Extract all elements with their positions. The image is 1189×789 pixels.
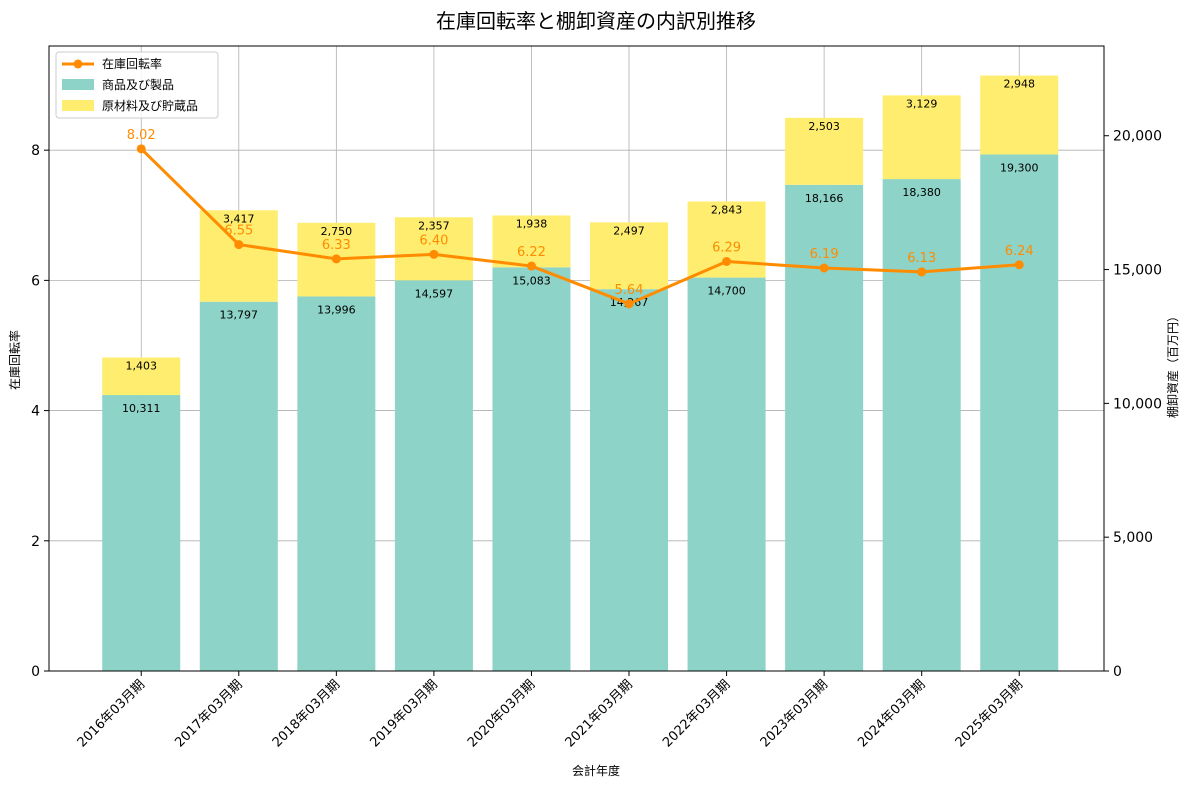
x-tick-label: 2019年03月期 bbox=[367, 677, 440, 750]
turnover-label: 6.29 bbox=[712, 240, 741, 255]
bar-materials bbox=[102, 357, 181, 396]
y-axis-right-label: 棚卸資産（百万円） bbox=[1165, 310, 1180, 418]
bar-label-materials: 2,503 bbox=[808, 120, 840, 133]
turnover-point bbox=[624, 299, 634, 309]
bar-products bbox=[102, 395, 181, 671]
turnover-point bbox=[234, 240, 244, 250]
bar-label-materials: 1,938 bbox=[516, 217, 548, 230]
turnover-label: 8.02 bbox=[127, 128, 156, 143]
turnover-point bbox=[722, 256, 732, 266]
bar-label-products: 14,597 bbox=[415, 287, 454, 300]
turnover-label: 6.13 bbox=[907, 251, 936, 266]
bar-label-products: 14,700 bbox=[707, 285, 746, 298]
y-tick-right-label: 10,000 bbox=[1113, 396, 1162, 412]
bar-products bbox=[687, 277, 766, 671]
turnover-point bbox=[1014, 260, 1024, 270]
bar-label-materials: 2,843 bbox=[711, 203, 743, 216]
turnover-label: 6.19 bbox=[810, 247, 839, 262]
bar-label-products: 13,797 bbox=[220, 309, 259, 322]
bar-products bbox=[882, 179, 961, 671]
x-tick-label: 2017年03月期 bbox=[172, 677, 245, 750]
legend-swatch-products bbox=[62, 79, 94, 90]
bar-products bbox=[297, 296, 376, 671]
bar-materials bbox=[199, 210, 278, 302]
x-tick-label: 2021年03月期 bbox=[563, 677, 636, 750]
legend-item-products: 商品及び製品 bbox=[102, 77, 174, 92]
x-tick-label: 2018年03月期 bbox=[270, 677, 343, 750]
bar-label-materials: 1,403 bbox=[125, 359, 157, 372]
turnover-point bbox=[526, 261, 536, 271]
bar-label-materials: 2,497 bbox=[613, 224, 645, 237]
turnover-point bbox=[331, 254, 341, 264]
y-tick-right-label: 15,000 bbox=[1113, 263, 1162, 279]
legend-line-marker bbox=[73, 59, 83, 69]
turnover-label: 6.33 bbox=[322, 238, 351, 253]
bar-label-materials: 2,357 bbox=[418, 219, 450, 232]
y-tick-left-label: 2 bbox=[31, 534, 40, 550]
x-axis-label: 会計年度 bbox=[572, 763, 620, 778]
bar-materials bbox=[590, 222, 669, 290]
bar-products bbox=[492, 267, 571, 671]
bar-materials bbox=[492, 215, 571, 268]
bar-label-materials: 3,129 bbox=[906, 97, 938, 110]
turnover-point bbox=[136, 144, 146, 154]
turnover-label: 6.22 bbox=[517, 245, 546, 260]
turnover-line: 8.02 6.55 6.33 6.40 6.22 5.64 6.29 6.19 6.13 6.24 bbox=[127, 128, 1034, 309]
bar-materials bbox=[785, 117, 864, 185]
legend-swatch-materials bbox=[62, 100, 94, 111]
bar-label-products: 13,996 bbox=[317, 303, 356, 316]
y-axis-left-label: 在庫回転率 bbox=[7, 330, 22, 390]
chart-title: 在庫回転率と棚卸資産の内訳別推移 bbox=[436, 9, 756, 33]
bar-label-products: 10,311 bbox=[122, 402, 161, 415]
turnover-point bbox=[819, 263, 829, 273]
x-tick-label: 2025年03月期 bbox=[953, 677, 1026, 750]
turnover-label: 6.55 bbox=[224, 224, 253, 239]
y-tick-left-label: 6 bbox=[31, 273, 40, 289]
x-tick-label: 2024年03月期 bbox=[855, 677, 928, 750]
x-tick-label: 2016年03月期 bbox=[75, 677, 148, 750]
y-tick-right-label: 0 bbox=[1113, 664, 1122, 680]
y-axis-right-ticks: 0 5,000 10,000 15,000 20,000 bbox=[1104, 129, 1162, 680]
plot-frame bbox=[48, 45, 1105, 672]
bar-products bbox=[394, 280, 473, 671]
bar-label-materials: 2,750 bbox=[321, 225, 353, 238]
y-tick-right-label: 5,000 bbox=[1113, 530, 1153, 546]
legend-item-materials: 原材料及び貯蔵品 bbox=[102, 99, 198, 113]
y-tick-right-label: 20,000 bbox=[1113, 129, 1162, 145]
legend-item-turnover: 在庫回転率 bbox=[102, 56, 162, 71]
y-tick-left-label: 4 bbox=[31, 404, 40, 420]
x-tick-label: 2023年03月期 bbox=[758, 677, 831, 750]
bar-label-products: 19,300 bbox=[1000, 161, 1039, 174]
turnover-label: 6.40 bbox=[419, 233, 448, 248]
bar-materials bbox=[394, 217, 473, 281]
legend-box bbox=[55, 51, 219, 119]
y-tick-left-label: 0 bbox=[31, 664, 40, 680]
bar-label-products: 18,380 bbox=[902, 186, 941, 199]
legend: 在庫回転率 商品及び製品 原材料及び貯蔵品 bbox=[55, 51, 219, 119]
y-axis-left-ticks: 0 2 4 6 8 bbox=[31, 143, 49, 680]
bar-materials bbox=[980, 75, 1059, 155]
bars bbox=[102, 75, 1059, 671]
turnover-line-path bbox=[140, 147, 1020, 306]
bar-materials bbox=[882, 95, 961, 180]
y-tick-left-label: 8 bbox=[31, 143, 40, 159]
turnover-label: 6.24 bbox=[1005, 244, 1034, 259]
bar-label-materials: 3,417 bbox=[223, 212, 255, 225]
bar-products bbox=[980, 154, 1059, 671]
turnover-point bbox=[917, 267, 927, 277]
bar-label-products: 15,083 bbox=[512, 274, 551, 287]
x-tick-label: 2020年03月期 bbox=[465, 677, 538, 750]
x-axis-ticks: 2016年03月期 2017年03月期 2018年03月期 2019年03月期 2020… bbox=[75, 671, 1026, 751]
turnover-label: 5.64 bbox=[615, 283, 644, 298]
bar-label-materials: 2,948 bbox=[1003, 78, 1035, 91]
x-tick-label: 2022年03月期 bbox=[660, 677, 733, 750]
bar-label-products: 18,166 bbox=[805, 192, 844, 205]
bar-products bbox=[199, 301, 278, 671]
bar-products bbox=[590, 289, 669, 671]
turnover-point bbox=[429, 249, 439, 259]
